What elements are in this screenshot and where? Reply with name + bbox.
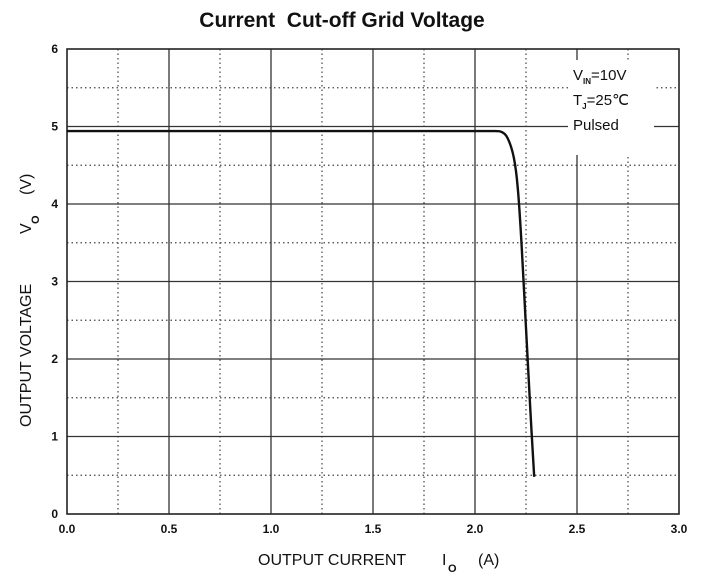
conditions-legend: VIN=10V TJ=25℃ Pulsed	[568, 60, 654, 155]
y-axis-label: OUTPUT VOLTAGE V O (V)	[18, 174, 42, 427]
x-axis-label: OUTPUT CURRENT I O (A)	[258, 552, 499, 575]
y-tick-label: 5	[51, 120, 58, 134]
y-tick-label: 0	[51, 507, 58, 521]
legend-box	[568, 60, 654, 155]
output-voltage-curve	[67, 129, 536, 477]
x-tick-label: 0.5	[161, 522, 178, 536]
y-tick-label: 4	[51, 197, 58, 211]
y-axis-label-text: OUTPUT VOLTAGE	[18, 284, 35, 427]
x-tick-label: 2.5	[569, 522, 586, 536]
x-tick-label: 1.0	[263, 522, 280, 536]
condition-text: Pulsed	[573, 117, 619, 134]
condition-text: VIN=10V	[573, 67, 626, 86]
x-axis-symbol: I	[442, 552, 446, 569]
series-layer	[67, 129, 536, 477]
y-tick-label: 3	[51, 275, 58, 289]
x-tick-label: 0.0	[59, 522, 76, 536]
y-tick-labels: 0 1 2 3 4 5 6	[51, 42, 58, 521]
x-axis-unit: (A)	[478, 552, 499, 569]
x-axis-symbol-subscript: O	[448, 563, 457, 575]
chart-title: Current Cut-off Grid Voltage	[199, 9, 484, 32]
y-tick-label: 6	[51, 42, 58, 56]
y-axis-symbol-subscript: O	[30, 215, 42, 224]
x-tick-label: 2.0	[467, 522, 484, 536]
y-axis-symbol: V	[18, 223, 35, 234]
y-axis-unit: (V)	[18, 174, 35, 195]
plot-frame	[66, 48, 680, 515]
condition-text: TJ=25℃	[573, 92, 629, 111]
x-axis-label-text: OUTPUT CURRENT	[258, 552, 406, 569]
major-grid	[67, 49, 679, 514]
y-tick-label: 1	[51, 430, 58, 444]
x-tick-label: 1.5	[365, 522, 382, 536]
y-tick-label: 2	[51, 352, 58, 366]
x-tick-label: 3.0	[671, 522, 688, 536]
x-tick-labels: 0.0 0.5 1.0 1.5 2.0 2.5 3.0	[59, 522, 688, 536]
